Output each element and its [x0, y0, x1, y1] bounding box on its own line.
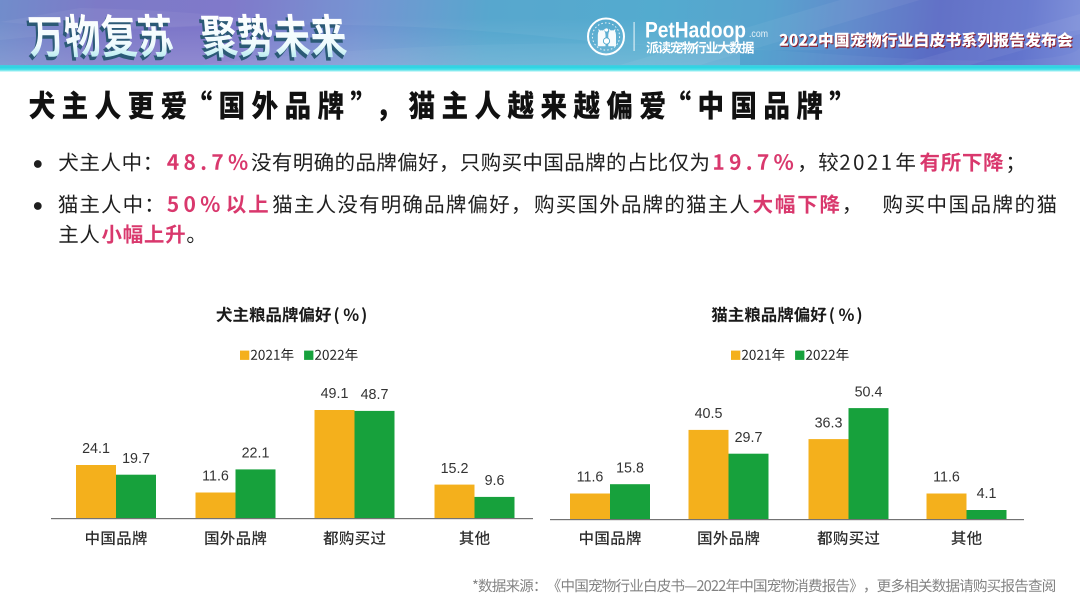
- svg-text:48.7: 48.7: [361, 387, 389, 403]
- svg-text:11.6: 11.6: [933, 470, 960, 486]
- svg-text:PetHadoop: PetHadoop: [645, 18, 746, 43]
- svg-text:11.6: 11.6: [202, 469, 229, 485]
- svg-text:15.8: 15.8: [616, 460, 644, 476]
- svg-text:24.1: 24.1: [82, 441, 110, 457]
- svg-text:50.4: 50.4: [855, 384, 883, 400]
- svg-text:15.2: 15.2: [441, 461, 469, 477]
- svg-text:4.1: 4.1: [977, 486, 997, 502]
- svg-text:36.3: 36.3: [815, 415, 843, 431]
- svg-text:19.7: 19.7: [122, 451, 150, 467]
- svg-text:49.1: 49.1: [321, 386, 349, 402]
- svg-text:22.1: 22.1: [242, 446, 270, 462]
- svg-text:40.5: 40.5: [695, 406, 723, 422]
- svg-text:.com: .com: [749, 28, 768, 40]
- svg-text:29.7: 29.7: [735, 430, 763, 446]
- svg-text:9.6: 9.6: [485, 473, 505, 489]
- svg-text:11.6: 11.6: [577, 470, 604, 486]
